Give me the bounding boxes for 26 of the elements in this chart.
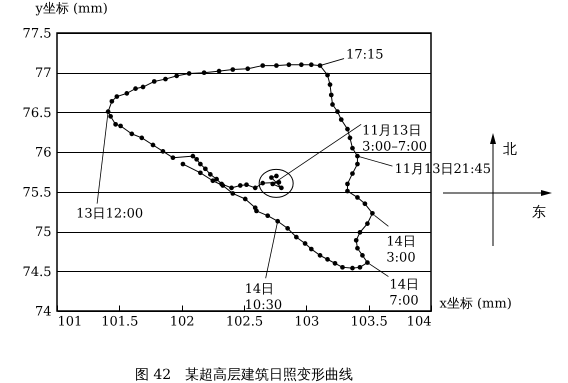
x-tick-label: 101: [58, 314, 82, 330]
annotation: 11月13日 3:00–7:00: [362, 123, 428, 154]
y-tick-label: 74: [34, 304, 52, 320]
x-tick-label: 104: [406, 314, 432, 330]
y-tick-label: 76.5: [22, 106, 52, 121]
x-tick-label: 101.5: [101, 314, 138, 330]
text: 北: [503, 142, 517, 158]
text: 东: [532, 204, 546, 221]
y-tick-label: 74.5: [22, 264, 52, 280]
annotation: 14日 3:00: [386, 234, 416, 266]
y-tick-label: 76: [34, 146, 52, 161]
y-tick-label: 75.5: [22, 185, 52, 200]
x-tick-label: 102.5: [226, 314, 264, 330]
x-tick-label: 103: [294, 314, 320, 330]
y-tick-label: 77.5: [22, 26, 52, 42]
y-tick-label: 77: [34, 66, 52, 82]
text: 图 42 某超高层建筑日照变形曲线: [134, 367, 354, 383]
x-tick-label: 102: [170, 314, 195, 330]
x-tick-label: 103.5: [350, 314, 388, 330]
x-axis-title: x坐标 (mm): [440, 296, 512, 312]
y-tick-label: 75: [34, 225, 52, 240]
y-axis-title: y坐标 (mm): [34, 2, 108, 16]
annotation: 14日 7:00: [389, 278, 419, 309]
annotation: 14日 10:30: [244, 282, 282, 314]
annotation: 13日12:00: [76, 206, 144, 222]
annotation: 17:15: [346, 48, 384, 63]
